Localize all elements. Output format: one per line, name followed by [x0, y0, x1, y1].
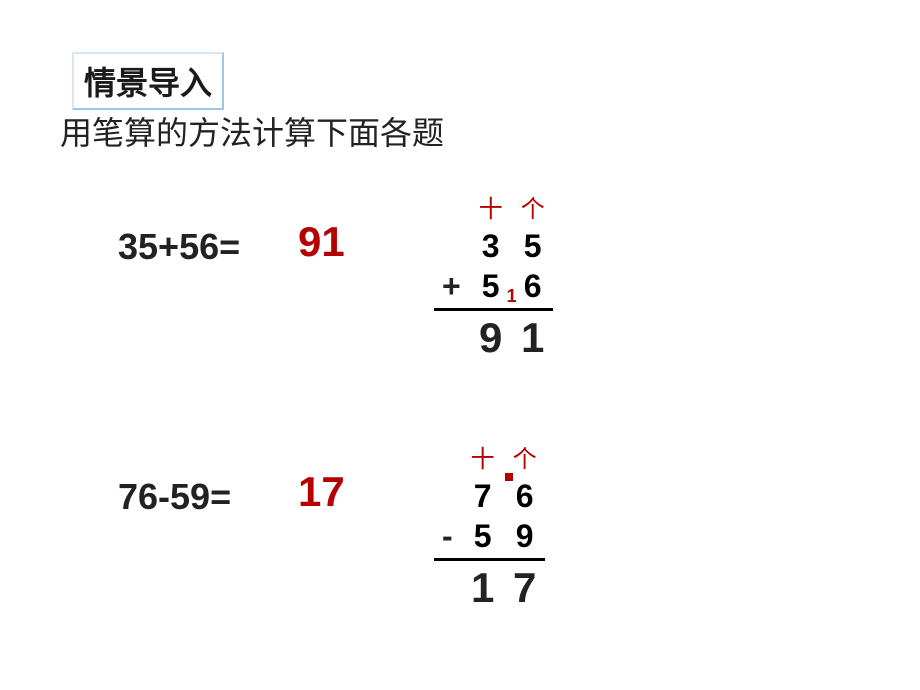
- header-badge: 情景导入: [72, 52, 224, 110]
- rule-line-2: [434, 558, 545, 561]
- addend2-ones: 6: [513, 267, 553, 305]
- answer2-tens: 1: [463, 563, 503, 613]
- addend2-tens: 51: [471, 267, 511, 305]
- addend1-tens: 3: [471, 227, 511, 265]
- minuend-ones: 6: [505, 477, 545, 515]
- instruction-text: 用笔算的方法计算下面各题: [60, 108, 444, 154]
- borrow-dot-icon: [505, 473, 513, 481]
- result-2: 17: [298, 468, 345, 516]
- vertical-calc-2: 十 个 7 6 - 5 9 1 7: [432, 444, 547, 615]
- place-header-ones-1: 个: [513, 196, 553, 225]
- answer2-ones: 7: [505, 563, 545, 613]
- answer1-ones: 1: [513, 313, 553, 363]
- vertical-calc-1: 十 个 3 5 + 51 6 9 1: [432, 194, 555, 365]
- minuend-tens: 7: [463, 477, 503, 515]
- operator-1: +: [434, 267, 469, 305]
- addend1-ones: 5: [513, 227, 553, 265]
- carry-mark-1: 1: [507, 286, 517, 308]
- rule-line-1: [434, 308, 553, 311]
- equation-1: 35+56=: [118, 226, 240, 268]
- result-1: 91: [298, 218, 345, 266]
- place-header-ones-2: 个: [505, 446, 545, 475]
- answer1-tens: 9: [471, 313, 511, 363]
- operator-2: -: [434, 517, 461, 555]
- equation-2: 76-59=: [118, 476, 231, 518]
- subtrahend-tens: 5: [463, 517, 503, 555]
- place-header-tens-1: 十: [471, 196, 511, 225]
- place-header-tens-2: 十: [463, 446, 503, 475]
- subtrahend-ones: 9: [505, 517, 545, 555]
